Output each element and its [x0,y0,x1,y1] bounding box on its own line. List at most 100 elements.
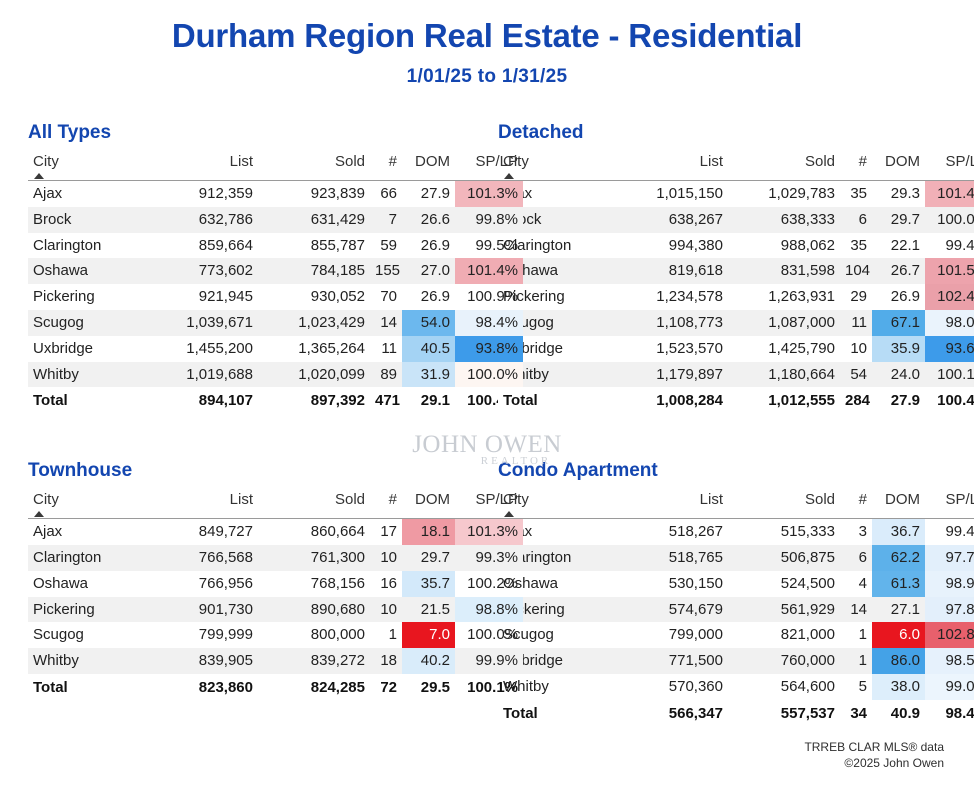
cell-splp: 99.8% [455,206,523,233]
column-header-dom[interactable]: DOM [885,153,920,170]
cell-count: 11 [840,309,872,336]
table-row[interactable]: Oshawa 766,956 768,156 16 35.7 100.2% [28,570,523,597]
cell-list: 1,019,688 [146,361,258,388]
column-header-city[interactable]: City [28,151,146,180]
column-header-sold[interactable]: Sold [334,491,365,509]
table-row[interactable]: Oshawa 773,602 784,185 155 27.0 101.4% [28,258,523,285]
cell-total-list: 823,860 [146,673,258,701]
cell-splp: 99.4% [925,519,974,545]
column-header-count[interactable]: # [388,491,397,509]
cell-list: 771,500 [616,648,728,674]
column-header-count[interactable]: # [858,491,867,509]
table-row[interactable]: Whitby 570,360 564,600 5 38.0 99.0% [498,673,974,700]
table-row[interactable]: Pickering 921,945 930,052 70 26.9 100.9% [28,284,523,310]
table-row[interactable]: Ajax 849,727 860,664 17 18.1 101.3% [28,519,523,545]
column-header-list[interactable]: List [229,491,253,509]
table-total-row: Total 894,107 897,392 471 29.1 100.4% [28,387,523,415]
cell-sold: 506,875 [728,544,840,571]
table-row[interactable]: Whitby 839,905 839,272 18 40.2 99.9% [28,648,523,674]
cell-dom: 29.3 [872,181,925,207]
table-row[interactable]: Scugog 799,000 821,000 1 6.0 102.8% [498,622,974,649]
cell-total-list: 566,347 [616,699,728,727]
column-header-list[interactable]: List [699,153,723,170]
cell-list: 1,039,671 [146,309,258,336]
column-header-sold[interactable]: Sold [334,153,365,170]
column-header-sold[interactable]: Sold [804,153,835,170]
cell-sold: 821,000 [780,626,835,644]
cell-splp-value: 98.8% [475,600,518,618]
column-header-city-label: City [503,491,529,509]
cell-count: 5 [858,677,867,695]
cell-splp-value: 99.3% [475,548,518,566]
cell-dom-value: 26.9 [890,288,920,306]
cell-splp-value: 101.5% [937,262,974,280]
table-row[interactable]: Whitby 1,019,688 1,020,099 89 31.9 100.0% [28,361,523,388]
cell-dom-value: 26.6 [420,210,450,228]
cell-sold: 1,425,790 [768,339,835,357]
panel-all-types: All Types City List Sold # DOM SP/LP Ajax 912,35… [28,122,523,415]
cell-splp-value: 100.0% [937,210,974,228]
table-detached: City List Sold # DOM SP/LP Ajax1,015,1501,029,… [498,151,974,415]
cell-splp: 99.9% [455,648,523,674]
table-row[interactable]: Clarington 859,664 855,787 59 26.9 99.5% [28,233,523,259]
column-header-list[interactable]: List [699,491,723,509]
column-header-splp[interactable]: SP/LP [475,153,518,170]
column-header-city[interactable]: City [498,151,616,180]
cell-list: 921,945 [198,288,253,306]
table-row[interactable]: Ajax 912,359 923,839 66 27.9 101.3% [28,181,523,207]
table-row[interactable]: Scugog 1,039,671 1,023,429 14 54.0 98.4% [28,309,523,336]
table-row[interactable]: Uxbridge 1,455,200 1,365,264 11 40.5 93.8% [28,335,523,362]
cell-total-count: 34 [840,699,872,727]
table-all-types: City List Sold # DOM SP/LP Ajax 912,359 923,839 6… [28,151,523,415]
table-townhouse: City List Sold # DOM SP/LP Ajax 849,727 860,664 1… [28,489,523,701]
column-header-dom[interactable]: DOM [415,153,450,170]
cell-splp-value: 99.5% [475,236,518,254]
cell-dom: 67.1 [872,309,925,336]
column-header-dom[interactable]: DOM [415,491,450,509]
table-row[interactable]: Clarington 766,568 761,300 10 29.7 99.3% [28,544,523,571]
cell-dom: 26.6 [402,206,455,233]
column-header-list[interactable]: List [229,153,253,170]
cell-city: Ajax [33,523,63,541]
cell-count: 14 [370,309,402,336]
column-header-city-label: City [33,153,59,170]
cell-sold: 930,052 [310,288,365,306]
column-header-splp[interactable]: SP/LP [945,491,974,509]
column-header-splp[interactable]: SP/LP [945,153,974,170]
column-header-count[interactable]: # [388,153,397,170]
table-row[interactable]: Brock 632,786 631,429 7 26.6 99.8% [28,206,523,233]
cell-count: 10 [370,544,402,571]
table-row[interactable]: Pickering 901,730 890,680 10 21.5 98.8% [28,596,523,623]
column-header-dom[interactable]: DOM [885,491,920,509]
cell-sold: 561,929 [728,596,840,623]
column-header-sold[interactable]: Sold [804,491,835,509]
cell-dom: 26.9 [872,284,925,310]
cell-total-dom: 40.9 [872,699,925,727]
table-row[interactable]: Scugog 799,999 800,000 1 7.0 100.0% [28,622,523,649]
heatmap-fill-splp [455,258,523,285]
table-row[interactable]: Pickering 1,234,578 1,263,931 29 26.9 102.4% [498,284,974,310]
column-header-city[interactable]: City [498,489,616,518]
heatmap-fill-dom [402,335,455,362]
column-header-splp[interactable]: SP/LP [475,491,518,509]
cell-dom-value: 38.0 [890,677,920,695]
cell-splp-value: 99.0% [945,677,974,695]
table-row[interactable]: Oshawa 530,150 524,500 4 61.3 98.9% [498,570,974,597]
column-header-count[interactable]: # [858,153,867,170]
cell-dom: 62.2 [872,544,925,571]
cell-total-dom: 29.5 [402,673,455,701]
column-header-city[interactable]: City [28,489,146,518]
table-row[interactable]: Clarington 994,380 988,062 35 22.1 99.4% [498,233,974,259]
cell-splp: 100.0% [455,361,523,388]
